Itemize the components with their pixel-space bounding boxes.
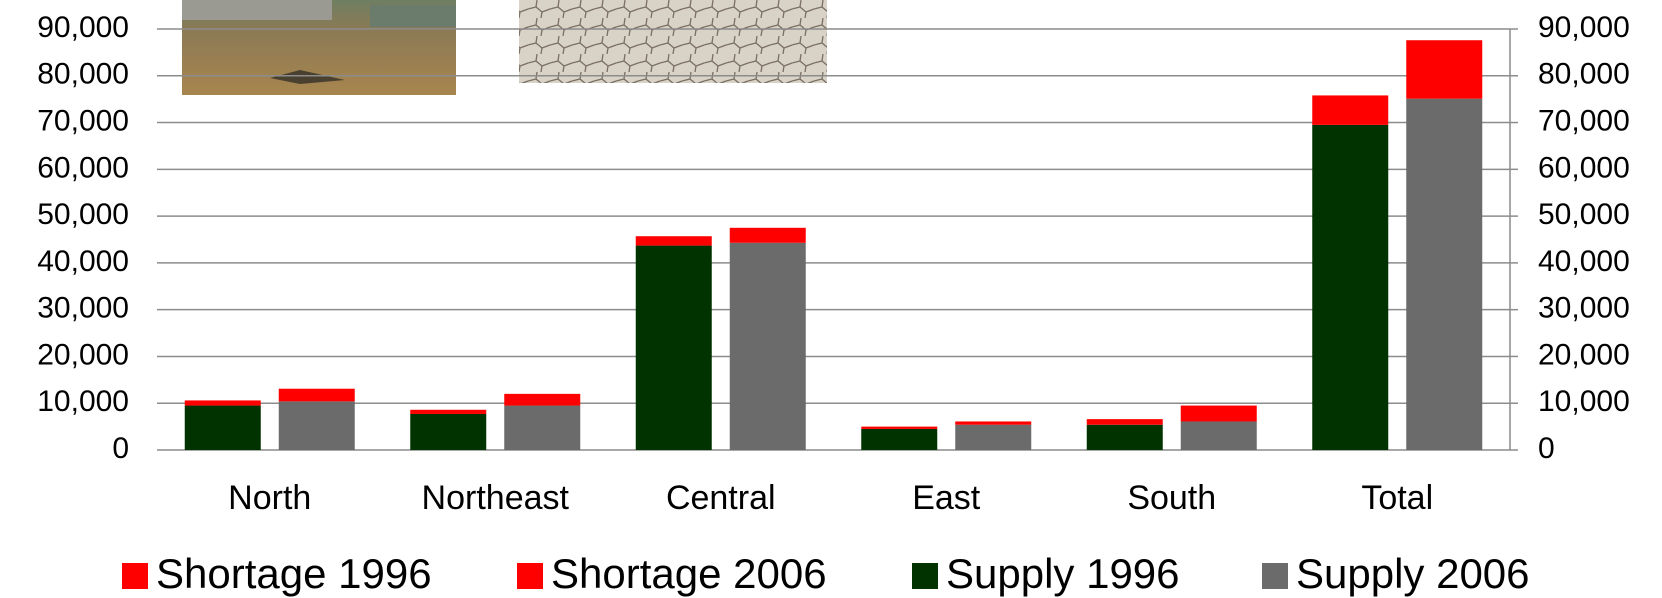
x-tick-label: Total (1361, 479, 1433, 517)
bar-segment (184, 400, 261, 406)
y2-tick-label: 40,000 (1538, 245, 1630, 278)
bar-segment (729, 242, 806, 450)
y-tick-label: 40,000 (37, 245, 129, 278)
bar-segment (635, 236, 712, 246)
legend-swatch (122, 563, 148, 589)
y-tick-label: 90,000 (37, 11, 129, 44)
bar-segment (184, 405, 261, 450)
y2-tick-label: 70,000 (1538, 104, 1630, 137)
bar-segment (635, 245, 712, 450)
y-tick-label: 0 (112, 432, 129, 465)
bar-segment (1312, 95, 1389, 125)
y-tick-label: 80,000 (37, 58, 129, 91)
legend-label: Supply 2006 (1296, 550, 1530, 597)
y2-tick-label: 0 (1538, 432, 1555, 465)
photo-flood (182, 0, 456, 95)
legend-label: Shortage 2006 (551, 550, 827, 597)
legend-swatch (912, 563, 938, 589)
bar-segment (955, 424, 1032, 450)
x-tick-label: South (1127, 479, 1216, 517)
legend-swatch (517, 563, 543, 589)
bar-segment (1406, 40, 1483, 99)
y-tick-label: 30,000 (37, 292, 129, 325)
legend-swatch (1262, 563, 1288, 589)
bar-segment (955, 421, 1032, 425)
y2-tick-label: 20,000 (1538, 338, 1630, 371)
y2-tick-label: 90,000 (1538, 11, 1630, 44)
x-tick-label: Central (666, 479, 776, 517)
legend-label: Shortage 1996 (156, 550, 432, 597)
y-tick-label: 70,000 (37, 104, 129, 137)
bar-segment (1086, 424, 1163, 450)
bar-segment (1312, 124, 1389, 451)
bar-segment (278, 388, 355, 402)
y2-tick-label: 80,000 (1538, 58, 1630, 91)
y-tick-label: 50,000 (37, 198, 129, 231)
bar-segment (1086, 419, 1163, 425)
bar-segment (861, 426, 938, 429)
y-tick-label: 10,000 (37, 385, 129, 418)
bar-segment (504, 405, 581, 450)
y2-tick-label: 60,000 (1538, 151, 1630, 184)
bar-segment (1180, 421, 1257, 450)
bar-segment (1406, 98, 1483, 451)
x-tick-label: East (912, 479, 981, 517)
legend-label: Supply 1996 (946, 550, 1180, 597)
bar-segment (729, 227, 806, 243)
bar-segment (1180, 405, 1257, 422)
y-tick-label: 60,000 (37, 151, 129, 184)
x-tick-label: Northeast (422, 479, 570, 517)
photo-drought (519, 0, 827, 83)
bar-segment (278, 401, 355, 450)
bar-segment (410, 409, 487, 414)
bar-segment (861, 428, 938, 450)
x-tick-label: North (228, 479, 311, 517)
bar-segment (504, 393, 581, 406)
bar-segment (410, 413, 487, 450)
y2-tick-label: 30,000 (1538, 292, 1630, 325)
y2-tick-label: 50,000 (1538, 198, 1630, 231)
y2-tick-label: 10,000 (1538, 385, 1630, 418)
y-tick-label: 20,000 (37, 338, 129, 371)
